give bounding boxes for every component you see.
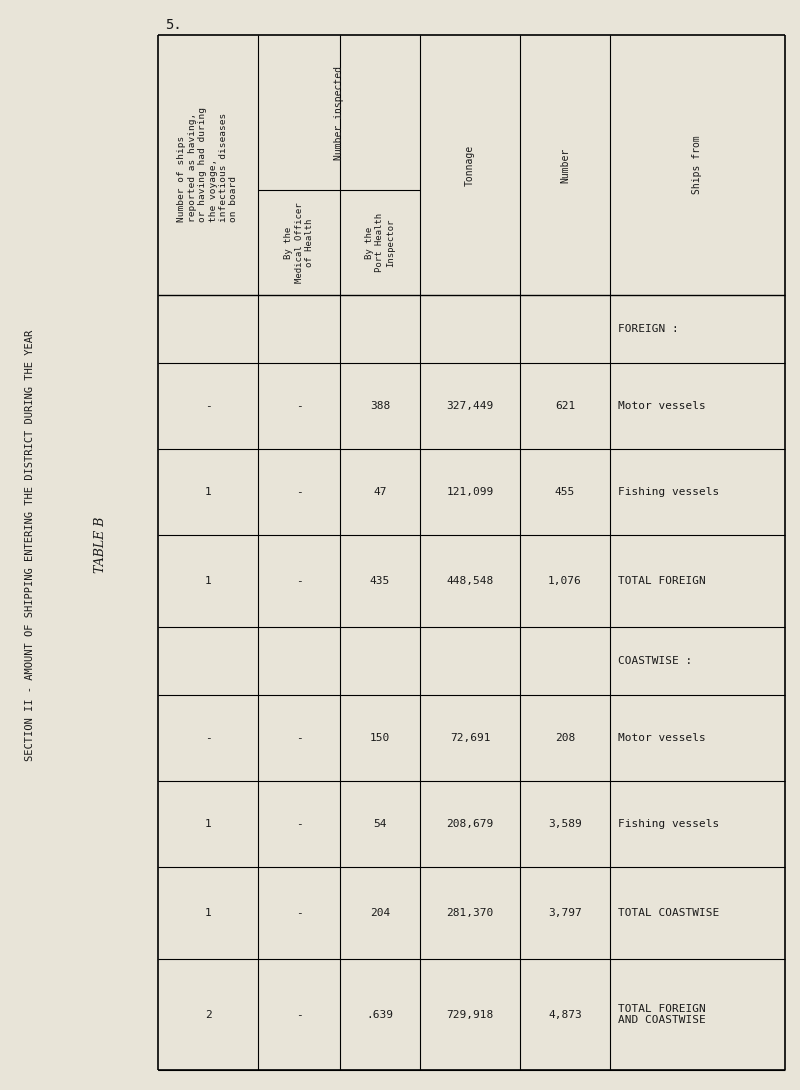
Text: -: - (296, 1009, 302, 1019)
Text: 3,797: 3,797 (548, 908, 582, 918)
Text: TOTAL FOREIGN: TOTAL FOREIGN (618, 576, 706, 586)
Text: Number: Number (560, 147, 570, 183)
Text: 72,691: 72,691 (450, 732, 490, 743)
Text: 388: 388 (370, 401, 390, 411)
Text: Number inspected: Number inspected (334, 65, 344, 159)
Text: By the
Port Health
Inspector: By the Port Health Inspector (365, 213, 395, 272)
Text: TABLE B: TABLE B (94, 517, 106, 573)
Text: 5.: 5. (165, 19, 182, 32)
Text: 1: 1 (205, 908, 211, 918)
Text: Number of ships
reported as having,
or having had during
the voyage,
infectious : Number of ships reported as having, or h… (178, 108, 238, 222)
Text: Ships from: Ships from (693, 135, 702, 194)
Text: By the
Medical Officer
of Health: By the Medical Officer of Health (284, 202, 314, 282)
Text: 455: 455 (555, 487, 575, 497)
Text: -: - (296, 576, 302, 586)
Text: TOTAL COASTWISE: TOTAL COASTWISE (618, 908, 719, 918)
Text: SECTION II - AMOUNT OF SHIPPING ENTERING THE DISTRICT DURING THE YEAR: SECTION II - AMOUNT OF SHIPPING ENTERING… (25, 329, 35, 761)
Text: 208,679: 208,679 (446, 819, 494, 829)
Text: 1: 1 (205, 576, 211, 586)
Text: -: - (205, 401, 211, 411)
Text: -: - (296, 732, 302, 743)
Text: FOREIGN :: FOREIGN : (618, 324, 678, 334)
Text: 621: 621 (555, 401, 575, 411)
Text: 121,099: 121,099 (446, 487, 494, 497)
Text: 448,548: 448,548 (446, 576, 494, 586)
Text: -: - (296, 908, 302, 918)
Text: 281,370: 281,370 (446, 908, 494, 918)
Text: Motor vessels: Motor vessels (618, 401, 706, 411)
Text: -: - (205, 732, 211, 743)
Text: 2: 2 (205, 1009, 211, 1019)
Text: Fishing vessels: Fishing vessels (618, 819, 719, 829)
Text: Fishing vessels: Fishing vessels (618, 487, 719, 497)
Text: 435: 435 (370, 576, 390, 586)
Text: -: - (296, 487, 302, 497)
Text: -: - (296, 401, 302, 411)
Text: 150: 150 (370, 732, 390, 743)
Text: .639: .639 (366, 1009, 394, 1019)
Text: Motor vessels: Motor vessels (618, 732, 706, 743)
Text: 3,589: 3,589 (548, 819, 582, 829)
Text: 204: 204 (370, 908, 390, 918)
Text: 54: 54 (374, 819, 386, 829)
Text: TOTAL FOREIGN
AND COASTWISE: TOTAL FOREIGN AND COASTWISE (618, 1004, 706, 1026)
Text: 1: 1 (205, 487, 211, 497)
Text: 47: 47 (374, 487, 386, 497)
Text: 1,076: 1,076 (548, 576, 582, 586)
Text: 327,449: 327,449 (446, 401, 494, 411)
Text: 729,918: 729,918 (446, 1009, 494, 1019)
Text: Tonnage: Tonnage (465, 145, 475, 185)
Text: 4,873: 4,873 (548, 1009, 582, 1019)
Text: -: - (296, 819, 302, 829)
Text: COASTWISE :: COASTWISE : (618, 656, 692, 666)
Text: 208: 208 (555, 732, 575, 743)
Text: 1: 1 (205, 819, 211, 829)
